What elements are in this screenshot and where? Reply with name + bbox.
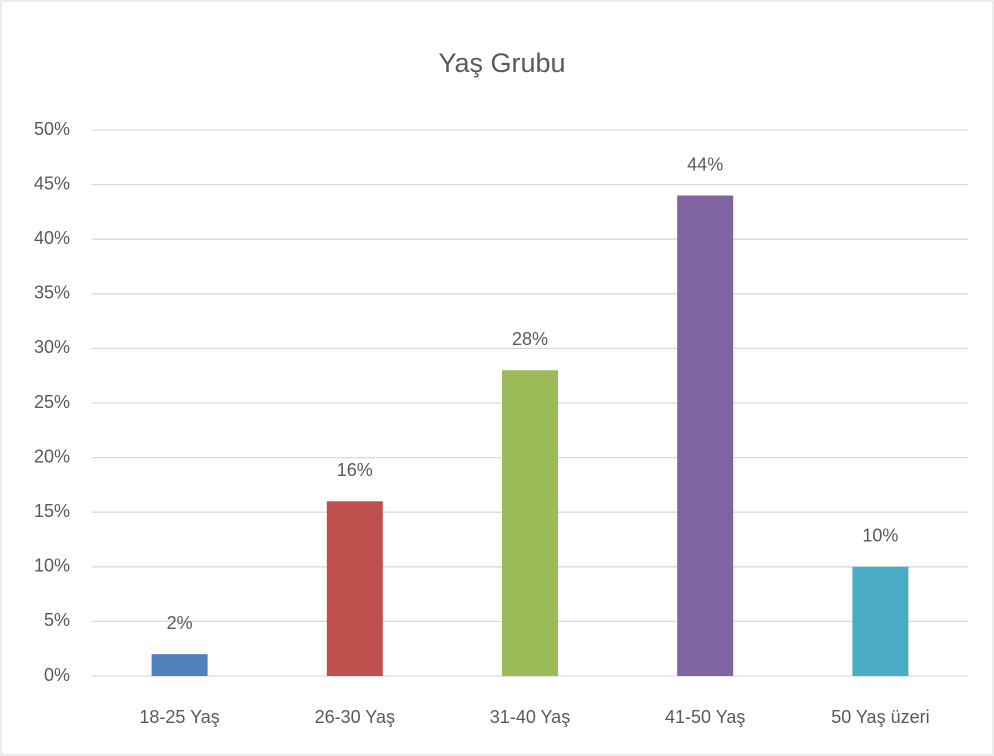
y-tick-label: 0%	[44, 665, 70, 685]
y-tick-label: 50%	[34, 119, 70, 139]
data-label: 16%	[337, 460, 373, 480]
data-label: 28%	[512, 329, 548, 349]
chart-title: Yaş Grubu	[438, 48, 565, 78]
y-tick-label: 45%	[34, 173, 70, 193]
x-tick-label: 41-50 Yaş	[665, 707, 745, 727]
y-tick-label: 25%	[34, 392, 70, 412]
data-label: 44%	[687, 154, 723, 174]
y-tick-label: 30%	[34, 337, 70, 357]
data-label: 10%	[862, 526, 898, 546]
x-tick-label: 18-25 Yaş	[139, 707, 219, 727]
bar	[677, 195, 734, 676]
y-tick-label: 15%	[34, 501, 70, 521]
bar	[502, 370, 558, 676]
bar	[852, 566, 909, 676]
x-tick-label: 31-40 Yaş	[490, 707, 570, 727]
y-tick-label: 35%	[34, 283, 70, 303]
bar	[151, 654, 208, 676]
y-tick-label: 20%	[34, 446, 70, 466]
bar	[326, 501, 383, 676]
x-tick-label: 26-30 Yaş	[315, 707, 395, 727]
y-tick-label: 5%	[44, 610, 70, 630]
x-tick-label: 50 Yaş üzeri	[831, 707, 929, 727]
data-label: 2%	[167, 613, 193, 633]
y-tick-label: 10%	[34, 556, 70, 576]
y-tick-label: 40%	[34, 228, 70, 248]
